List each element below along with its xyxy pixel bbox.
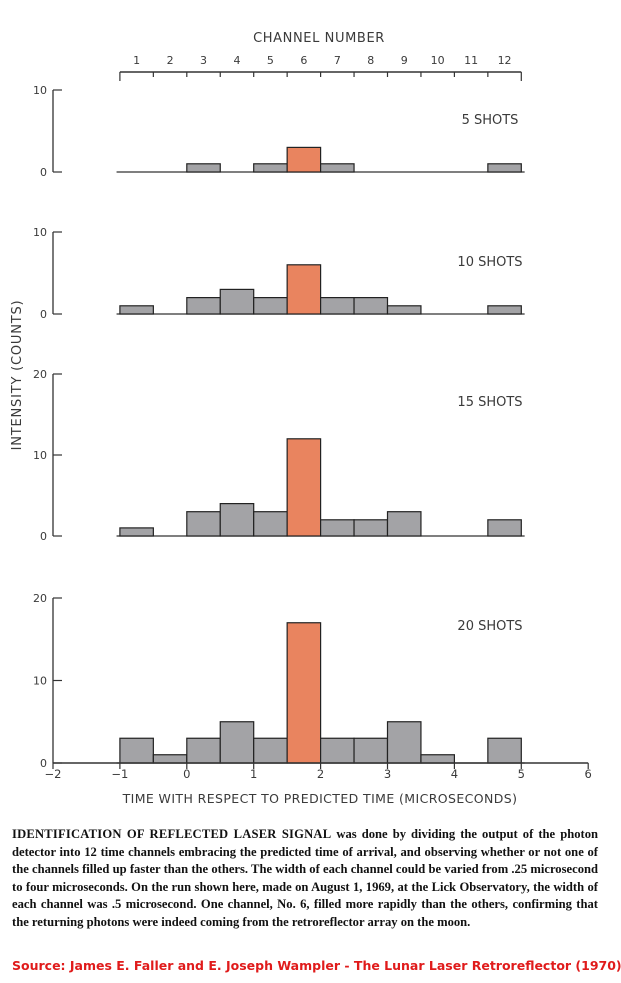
y-tick-label: 10 (33, 226, 47, 239)
bar (186, 511, 221, 537)
channel-label: 4 (233, 54, 240, 67)
bar-highlight (286, 622, 322, 764)
bar (253, 511, 288, 537)
panel-label: 20 SHOTS (457, 619, 522, 634)
channel-label: 9 (401, 54, 408, 67)
time-tick-label: 3 (384, 767, 391, 781)
time-tick-label: 5 (518, 767, 525, 781)
channel-label: 10 (431, 54, 445, 67)
time-tick-label: −1 (111, 767, 128, 781)
panel-2: 0 10 10 SHOTS (33, 226, 525, 321)
bar (253, 297, 288, 315)
bar (386, 305, 422, 315)
channel-label: 2 (167, 54, 174, 67)
bar (320, 297, 355, 315)
source-credit: Source: James E. Faller and E. Joseph Wa… (12, 958, 621, 973)
bar-highlight (286, 438, 322, 537)
bar-highlight (286, 146, 322, 173)
bar (219, 288, 255, 315)
bar (152, 754, 188, 764)
x-axis-label: TIME WITH RESPECT TO PREDICTED TIME (MIC… (122, 791, 518, 806)
time-axis: −2 −1 0 1 2 3 4 5 6 (45, 762, 592, 781)
bar (353, 737, 389, 764)
bar (219, 503, 255, 537)
y-tick-label: 10 (33, 449, 47, 462)
time-tick-label: −2 (45, 767, 62, 781)
caption-lead: IDENTIFICATION OF REFLECTED LASER SIGNAL (12, 827, 332, 841)
channel-scale: 1 2 3 4 5 6 7 8 9 10 11 12 (119, 54, 522, 81)
y-tick-label: 0 (40, 530, 47, 543)
channel-label: 5 (267, 54, 274, 67)
panel-label: 15 SHOTS (457, 395, 522, 410)
channel-label: 12 (498, 54, 512, 67)
bar (420, 754, 456, 764)
y-tick-label: 20 (33, 592, 47, 605)
bar (487, 519, 522, 537)
y-tick-label: 0 (40, 308, 47, 321)
bar (320, 737, 355, 764)
time-tick-label: 0 (183, 767, 190, 781)
panel-label: 5 SHOTS (462, 113, 519, 128)
time-tick-label: 2 (317, 767, 324, 781)
bar (219, 721, 255, 764)
bar (353, 297, 389, 315)
panel-3: 0 10 20 15 SHOTS (33, 368, 525, 543)
y-tick-label: 0 (40, 757, 47, 770)
panel-1: 0 10 5 SHOTS (33, 84, 525, 179)
channel-number-title: CHANNEL NUMBER (253, 31, 385, 46)
bar (186, 737, 221, 764)
time-tick-label: 6 (585, 767, 592, 781)
bar (320, 519, 355, 537)
panel-4: 0 10 20 20 SHOTS (33, 592, 525, 770)
channel-label: 3 (200, 54, 207, 67)
channel-label: 8 (367, 54, 374, 67)
panel-label: 10 SHOTS (457, 255, 522, 270)
bar (353, 519, 389, 537)
bar (186, 297, 221, 315)
y-tick-label: 20 (33, 368, 47, 381)
y-tick-label: 10 (33, 675, 47, 688)
bar (487, 305, 522, 315)
bar (487, 163, 522, 173)
histogram-figure: CHANNEL NUMBER 1 2 3 4 5 6 7 8 9 10 11 12 INTENSITY… (10, 31, 592, 806)
figure-caption: IDENTIFICATION OF REFLECTED LASER SIGNAL… (12, 826, 598, 932)
caption-body: was done by dividing the output of the p… (12, 827, 598, 929)
time-tick-label: 1 (250, 767, 257, 781)
bar-highlight (286, 264, 322, 315)
y-axis-label: INTENSITY (COUNTS) (10, 300, 25, 451)
channel-label: 7 (334, 54, 341, 67)
bar (487, 737, 522, 764)
bar (253, 737, 288, 764)
y-tick-label: 0 (40, 166, 47, 179)
bar (119, 305, 154, 315)
bar (119, 527, 154, 537)
bar (386, 721, 422, 764)
bar (320, 163, 355, 173)
time-tick-label: 4 (451, 767, 458, 781)
bar (386, 511, 422, 537)
channel-label: 6 (300, 54, 307, 67)
bar (253, 163, 288, 173)
panels: 0 10 5 SHOTS 0 10 10 SHOTS 0 10 20 15 SHOTS 0 10 20 2… (33, 84, 525, 770)
bar (186, 163, 221, 173)
bar (119, 737, 154, 764)
y-tick-label: 10 (33, 84, 47, 97)
channel-label: 1 (133, 54, 140, 67)
channel-label: 11 (464, 54, 478, 67)
